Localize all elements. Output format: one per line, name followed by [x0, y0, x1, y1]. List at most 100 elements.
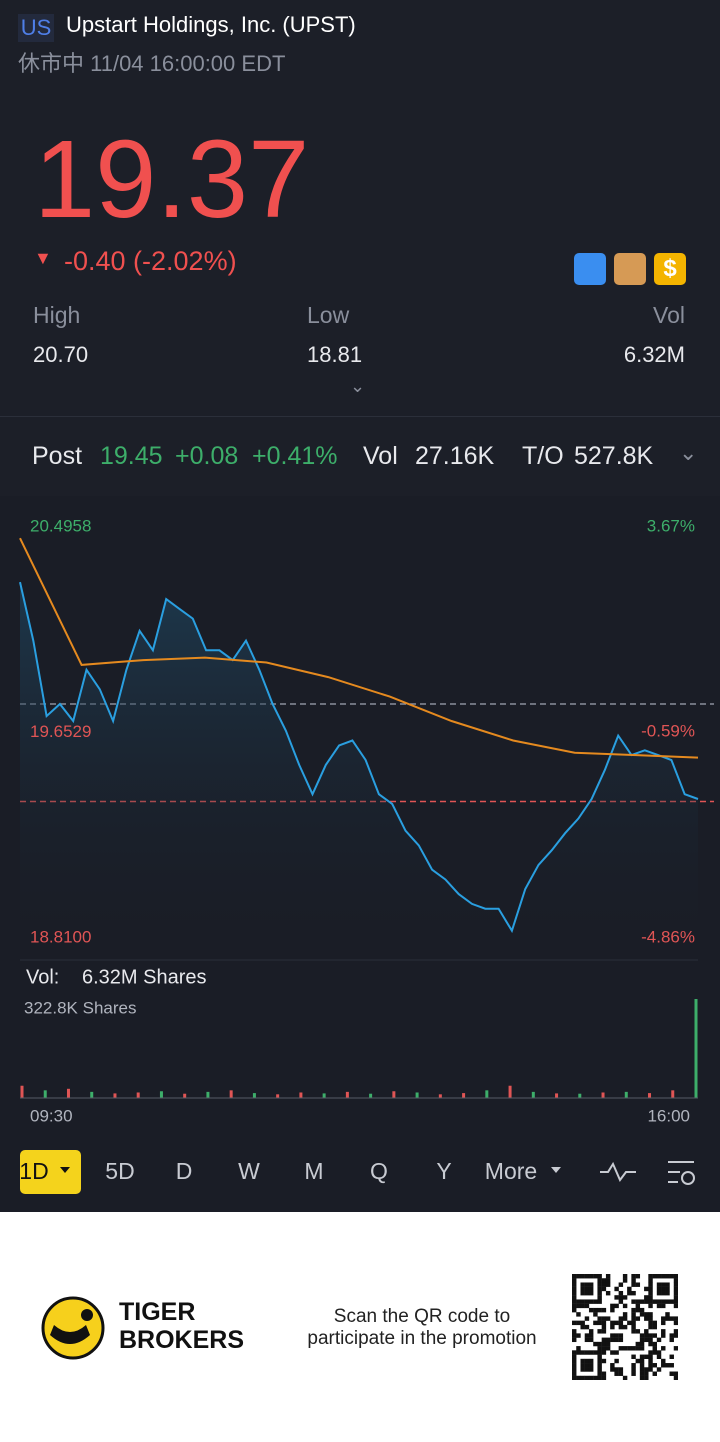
qr-cell [588, 1307, 594, 1313]
qr-cell [605, 1274, 611, 1279]
qr-cell [572, 1350, 577, 1355]
period[interactable]: More [485, 1158, 537, 1184]
qr-cell [610, 1337, 615, 1343]
qr-cell [661, 1329, 666, 1334]
volume-bar [20, 1085, 24, 1098]
qr-cell [572, 1358, 577, 1364]
qr-cell [605, 1346, 611, 1351]
volume-bar [345, 1091, 349, 1098]
price: 19.37 [34, 118, 310, 241]
qr-cell [656, 1367, 662, 1372]
qr-cell [648, 1320, 653, 1326]
qr-cell [580, 1324, 585, 1330]
qr-cell [597, 1316, 602, 1321]
qr-cell [669, 1337, 674, 1343]
qr-cell [631, 1354, 636, 1359]
period[interactable]: Q [370, 1158, 388, 1184]
period[interactable]: 1D [19, 1158, 48, 1184]
qr-cell [610, 1367, 615, 1372]
qr-cell [665, 1299, 670, 1304]
settings-icon[interactable] [668, 1161, 695, 1185]
y-tick-label: 20.4958 [30, 516, 91, 535]
icon[interactable] [614, 253, 646, 285]
qr-cell [601, 1316, 607, 1321]
qr-cell [593, 1312, 598, 1317]
volume-bar [113, 1093, 117, 1098]
market-badge: US [18, 14, 54, 42]
qr-cell [593, 1375, 598, 1380]
qr-cell [661, 1320, 666, 1326]
qr-cell [635, 1307, 641, 1313]
qr-cell [597, 1358, 602, 1364]
qr-cell [644, 1329, 649, 1334]
volume-bar [601, 1092, 605, 1098]
period[interactable]: D [176, 1158, 193, 1184]
qr-cell [593, 1341, 598, 1347]
qr-cell [614, 1367, 619, 1372]
qr-cell [572, 1363, 577, 1368]
qr-cell [631, 1282, 636, 1287]
qr-cell [669, 1333, 674, 1338]
period[interactable]: 5D [105, 1158, 134, 1184]
post-to: 527.8K [574, 442, 654, 470]
qr-cell [648, 1290, 653, 1296]
qr-cell [622, 1324, 628, 1330]
qr-cell [618, 1337, 624, 1343]
qr-cell [593, 1274, 598, 1279]
qr-cell [661, 1333, 666, 1338]
qr-cell [572, 1367, 577, 1372]
qr-cell [644, 1312, 649, 1317]
volume-bar [438, 1094, 442, 1098]
qr-cell [588, 1350, 594, 1355]
icon[interactable]: $ [654, 253, 686, 285]
qr-cell [652, 1320, 657, 1326]
icon[interactable] [574, 253, 606, 285]
volume-max: 322.8K Shares [24, 998, 136, 1017]
volume-bar [90, 1091, 94, 1098]
qr-cell [588, 1282, 594, 1287]
qr-cell [584, 1299, 590, 1304]
qr-code[interactable] [572, 1274, 678, 1380]
qr-cell [631, 1367, 636, 1372]
qr-cell [597, 1278, 602, 1283]
qr-cell [572, 1303, 577, 1309]
volume-bar [671, 1090, 675, 1098]
qr-cell [580, 1350, 585, 1355]
period[interactable]: Y [436, 1158, 451, 1184]
period-selected[interactable] [20, 1150, 81, 1194]
qr-cell [665, 1316, 670, 1321]
post-to-label: T/O [522, 442, 564, 470]
qr-cell [614, 1295, 619, 1300]
qr-cell [572, 1337, 577, 1343]
qr-cell [644, 1371, 649, 1376]
promo: Scan the QR code to [333, 1306, 511, 1327]
volume-bar [694, 999, 698, 1098]
stat-label: High [33, 302, 81, 328]
qr-cell [673, 1346, 678, 1351]
dropdown-caret [551, 1167, 561, 1173]
qr-cell [618, 1290, 624, 1296]
post-chevron[interactable]: ⌄ [679, 440, 698, 465]
qr-cell [652, 1363, 657, 1368]
period[interactable]: M [304, 1158, 323, 1184]
qr-cell [635, 1299, 641, 1304]
qr-cell [618, 1333, 624, 1338]
volume-bar [299, 1092, 303, 1098]
qr-cell [576, 1375, 581, 1380]
qr-cell [576, 1303, 581, 1309]
volume-bar [159, 1091, 163, 1098]
qr-cell [644, 1367, 649, 1372]
expand-chevron[interactable]: ⌄ [350, 376, 366, 396]
qr-cell [648, 1350, 653, 1355]
chart-type-icon[interactable] [600, 1161, 636, 1182]
qr-cell [601, 1350, 607, 1355]
qr-cell [673, 1375, 678, 1380]
qr-cell [652, 1333, 657, 1338]
qr-cell [572, 1320, 577, 1326]
qr-cell [631, 1371, 636, 1376]
qr-cell [635, 1329, 641, 1334]
qr-cell [631, 1316, 636, 1321]
qr-cell [610, 1320, 615, 1326]
volume-bar [508, 1085, 512, 1098]
period[interactable]: W [238, 1158, 260, 1184]
